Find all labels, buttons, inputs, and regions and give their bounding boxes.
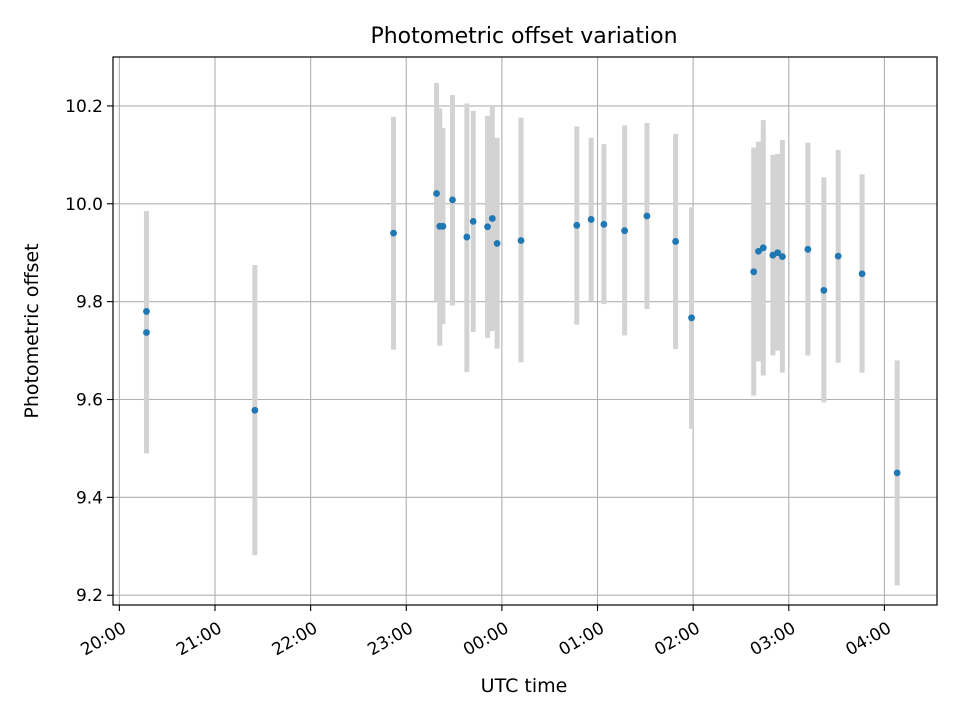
y-tick-label: 10.0 bbox=[65, 195, 103, 215]
y-tick-label: 9.8 bbox=[76, 293, 103, 313]
y-tick-label: 10.2 bbox=[65, 97, 103, 117]
data-point bbox=[488, 215, 496, 222]
data-point bbox=[804, 245, 812, 253]
y-axis-label: Photometric offset bbox=[21, 243, 43, 418]
data-point bbox=[774, 249, 782, 257]
data-point bbox=[643, 212, 651, 220]
data-point bbox=[251, 406, 259, 414]
data-point bbox=[759, 244, 767, 252]
y-tick-label: 9.4 bbox=[76, 488, 103, 508]
y-tick-label: 9.2 bbox=[76, 586, 103, 606]
data-point bbox=[600, 220, 608, 228]
data-point bbox=[858, 270, 866, 278]
data-point bbox=[672, 238, 680, 245]
data-point bbox=[688, 314, 695, 322]
data-point bbox=[390, 229, 397, 237]
data-point bbox=[587, 216, 595, 223]
data-point bbox=[755, 247, 762, 255]
grid-layer bbox=[113, 57, 937, 605]
y-tick-label: 9.6 bbox=[76, 391, 103, 411]
data-point bbox=[449, 196, 456, 204]
data-point bbox=[463, 233, 471, 241]
data-point bbox=[433, 190, 440, 197]
data-point bbox=[750, 268, 758, 276]
data-point bbox=[143, 329, 150, 336]
data-point bbox=[893, 469, 901, 477]
point-layer bbox=[143, 190, 901, 477]
data-point bbox=[517, 237, 525, 244]
chart-title: Photometric offset variation bbox=[370, 24, 677, 49]
data-point bbox=[143, 308, 150, 315]
data-point bbox=[834, 252, 842, 260]
data-point bbox=[621, 227, 629, 235]
data-point bbox=[493, 240, 501, 247]
data-point bbox=[779, 253, 786, 261]
data-point bbox=[573, 221, 581, 229]
x-axis-label: UTC time bbox=[481, 675, 568, 697]
data-point bbox=[469, 218, 477, 225]
data-point bbox=[439, 222, 447, 230]
data-point bbox=[484, 223, 491, 231]
plot-area-frame bbox=[112, 56, 938, 606]
data-point bbox=[820, 286, 828, 294]
